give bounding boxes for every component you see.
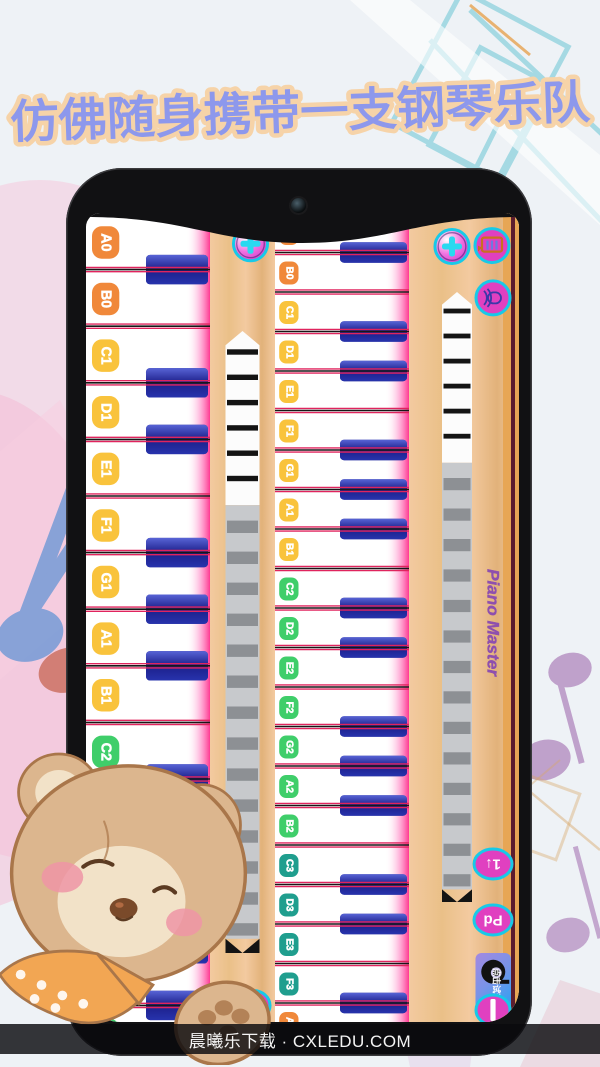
svg-text:A1: A1 (98, 629, 114, 647)
svg-text:1↓: 1↓ (485, 856, 501, 873)
svg-text:F2: F2 (283, 702, 294, 714)
svg-text:A1: A1 (283, 504, 294, 517)
svg-text:E1: E1 (283, 385, 294, 398)
svg-text:E1: E1 (98, 460, 114, 478)
svg-text:C1: C1 (98, 346, 114, 364)
svg-text:C2: C2 (283, 583, 294, 596)
svg-text:G1: G1 (283, 464, 294, 478)
svg-text:D1: D1 (98, 403, 114, 421)
svg-text:B0: B0 (98, 290, 114, 308)
svg-text:仿佛随身携带一支钢琴乐队: 仿佛随身携带一支钢琴乐队 (9, 76, 592, 148)
svg-text:G2: G2 (283, 740, 294, 754)
svg-text:Pd: Pd (483, 912, 502, 929)
svg-text:B0: B0 (283, 267, 294, 280)
svg-text:A2: A2 (283, 780, 294, 793)
svg-text:A0: A0 (98, 233, 114, 251)
svg-text:F3: F3 (283, 978, 294, 990)
svg-text:B2: B2 (283, 820, 294, 833)
svg-text:C3: C3 (283, 859, 294, 872)
svg-text:D2: D2 (283, 622, 294, 635)
svg-text:D3: D3 (283, 899, 294, 912)
svg-text:Piano Master: Piano Master (484, 569, 503, 677)
svg-text:F1: F1 (283, 425, 294, 437)
svg-text:G1: G1 (98, 572, 114, 591)
svg-text:B1: B1 (98, 686, 114, 704)
svg-text:D1: D1 (283, 346, 294, 359)
svg-text:E2: E2 (283, 662, 294, 675)
svg-text:F1: F1 (98, 517, 114, 534)
svg-text:A0: A0 (283, 1017, 294, 1022)
svg-text:B1: B1 (283, 543, 294, 556)
svg-text:C1: C1 (283, 306, 294, 319)
svg-text:E3: E3 (283, 938, 294, 951)
